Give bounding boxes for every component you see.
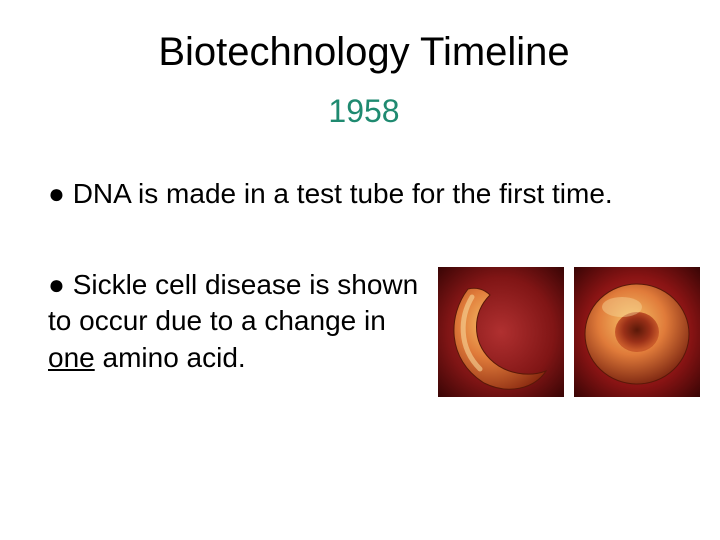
slide-year: 1958 <box>48 93 680 130</box>
cell-figure <box>438 267 706 397</box>
normal-cell-icon <box>574 267 700 397</box>
sickle-cell-icon <box>438 267 564 397</box>
slide: Biotechnology Timeline 1958 ● DNA is mad… <box>0 0 720 540</box>
bullet-1-text: ● DNA is made in a test tube for the fir… <box>48 178 613 209</box>
cell-panel-normal <box>574 267 700 397</box>
bullet-2-underlined: one <box>48 342 95 373</box>
bullet-2-row: ● Sickle cell disease is shown to occur … <box>48 267 680 397</box>
slide-body: ● DNA is made in a test tube for the fir… <box>48 176 680 397</box>
bullet-2-after: amino acid. <box>95 342 246 373</box>
slide-title: Biotechnology Timeline <box>48 30 680 75</box>
bullet-2: ● Sickle cell disease is shown to occur … <box>48 267 420 376</box>
bullet-1: ● DNA is made in a test tube for the fir… <box>48 176 680 211</box>
cell-panel-sickle <box>438 267 564 397</box>
bullet-2-before: ● Sickle cell disease is shown to occur … <box>48 269 418 336</box>
